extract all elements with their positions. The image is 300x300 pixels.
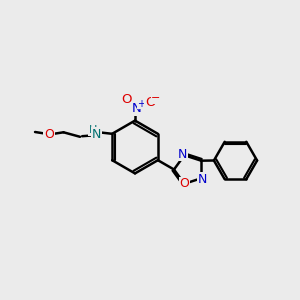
Text: O: O — [121, 93, 131, 106]
Text: O: O — [44, 128, 54, 141]
Text: N: N — [178, 148, 188, 160]
Text: O: O — [179, 177, 189, 190]
Text: N: N — [132, 102, 141, 115]
Text: N: N — [92, 128, 101, 141]
Text: N: N — [198, 173, 207, 186]
Text: H: H — [88, 125, 97, 135]
Text: −: − — [151, 93, 160, 103]
Text: O: O — [145, 96, 155, 109]
Text: +: + — [137, 99, 145, 109]
